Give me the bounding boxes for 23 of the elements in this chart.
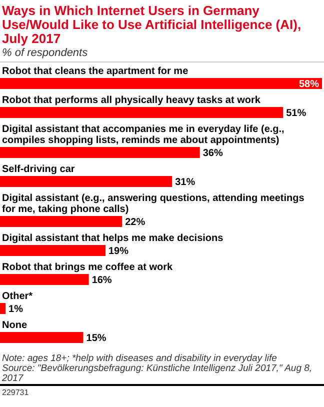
y-tick-label: Digital assistant (e.g., answering questions, attending meetings for me, taking phone calls) bbox=[2, 193, 305, 215]
annotation: Note: ages 18+; *help with diseases and disability in everyday life bbox=[2, 353, 277, 364]
chart-title: Ways in Which Internet Users in Germany Use/Would Like to Use Artificial Intelligence (AI), July 2017 bbox=[2, 3, 302, 46]
text: 229731 bbox=[2, 388, 30, 397]
chart-subtitle: % of respondents bbox=[2, 47, 88, 59]
y-tick-label: None bbox=[2, 320, 28, 331]
y-tick-label: Digital assistant that accompanies me in everyday life (e.g., compiles shopping lists, reminds me about appointments) bbox=[2, 124, 285, 146]
data-label: 36% bbox=[202, 148, 223, 159]
y-tick-label: Self-driving car bbox=[2, 164, 75, 175]
data-label: 19% bbox=[108, 246, 129, 257]
data-label: 16% bbox=[92, 275, 112, 286]
source-note: Source: "Bevölkerungsbefragung: Künstliche Intelligenz Juli 2017," Aug 8, 2017 bbox=[1, 363, 312, 384]
data-label: 58% bbox=[298, 79, 320, 90]
data-label: 31% bbox=[175, 177, 196, 188]
y-tick-label: Robot that brings me coffee at work bbox=[2, 262, 174, 273]
data-label: 22% bbox=[125, 217, 146, 228]
data-label: 1% bbox=[8, 304, 24, 315]
y-tick-label: Robot that cleans the apartment for me bbox=[2, 66, 189, 77]
y-tick-label: Robot that performs all physically heavy tasks at work bbox=[2, 95, 261, 106]
y-tick-label: Other* bbox=[2, 291, 33, 302]
data-label: 51% bbox=[286, 108, 306, 119]
y-tick-label: Digital assistant that helps me make decisions bbox=[2, 233, 224, 244]
data-label: 15% bbox=[86, 333, 106, 344]
